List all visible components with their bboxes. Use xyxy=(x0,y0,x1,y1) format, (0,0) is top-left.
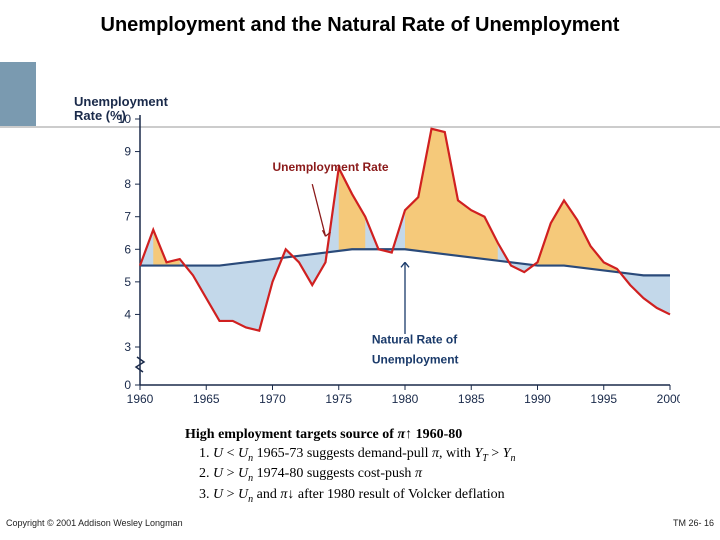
note-item-1: U < Un 1965-73 suggests demand-pull π, w… xyxy=(213,445,675,465)
svg-text:1990: 1990 xyxy=(524,392,551,406)
svg-text:3: 3 xyxy=(124,340,131,354)
svg-text:Natural Rate of: Natural Rate of xyxy=(372,333,458,347)
svg-text:8: 8 xyxy=(124,177,131,191)
note-item-2: U > Un 1974-80 suggests cost-push π xyxy=(213,465,675,485)
unemployment-chart: 3 4 5 6 7 8 9 10 01960 1965 1970 1975 1980 1985 1990 19… xyxy=(100,105,680,415)
svg-text:1965: 1965 xyxy=(193,392,220,406)
svg-text:7: 7 xyxy=(124,210,131,224)
svg-text:1970: 1970 xyxy=(259,392,286,406)
svg-text:9: 9 xyxy=(124,145,131,159)
svg-text:Unemployment: Unemployment xyxy=(372,352,459,366)
svg-text:2000: 2000 xyxy=(657,392,680,406)
svg-text:4: 4 xyxy=(124,307,131,321)
notes-heading: High employment targets source of π↑ 196… xyxy=(185,426,675,445)
note-item-3: U > Un and π↓ after 1980 result of Volck… xyxy=(213,486,675,506)
svg-text:1995: 1995 xyxy=(590,392,617,406)
svg-text:1960: 1960 xyxy=(127,392,154,406)
notes-block: High employment targets source of π↑ 196… xyxy=(185,426,675,506)
svg-text:5: 5 xyxy=(124,275,131,289)
chart-container: UnemploymentRate (%) 3456789100196019651… xyxy=(30,45,690,395)
page-title: Unemployment and the Natural Rate of Une… xyxy=(0,0,720,45)
svg-text:0: 0 xyxy=(124,378,131,392)
slide-number: TM 26- 16 xyxy=(673,518,714,528)
svg-text:10: 10 xyxy=(118,112,132,126)
svg-text:6: 6 xyxy=(124,242,131,256)
svg-text:1980: 1980 xyxy=(392,392,419,406)
svg-text:Unemployment Rate: Unemployment Rate xyxy=(273,160,389,174)
copyright-text: Copyright © 2001 Addison Wesley Longman xyxy=(6,518,183,528)
svg-text:1985: 1985 xyxy=(458,392,485,406)
svg-text:1975: 1975 xyxy=(325,392,352,406)
